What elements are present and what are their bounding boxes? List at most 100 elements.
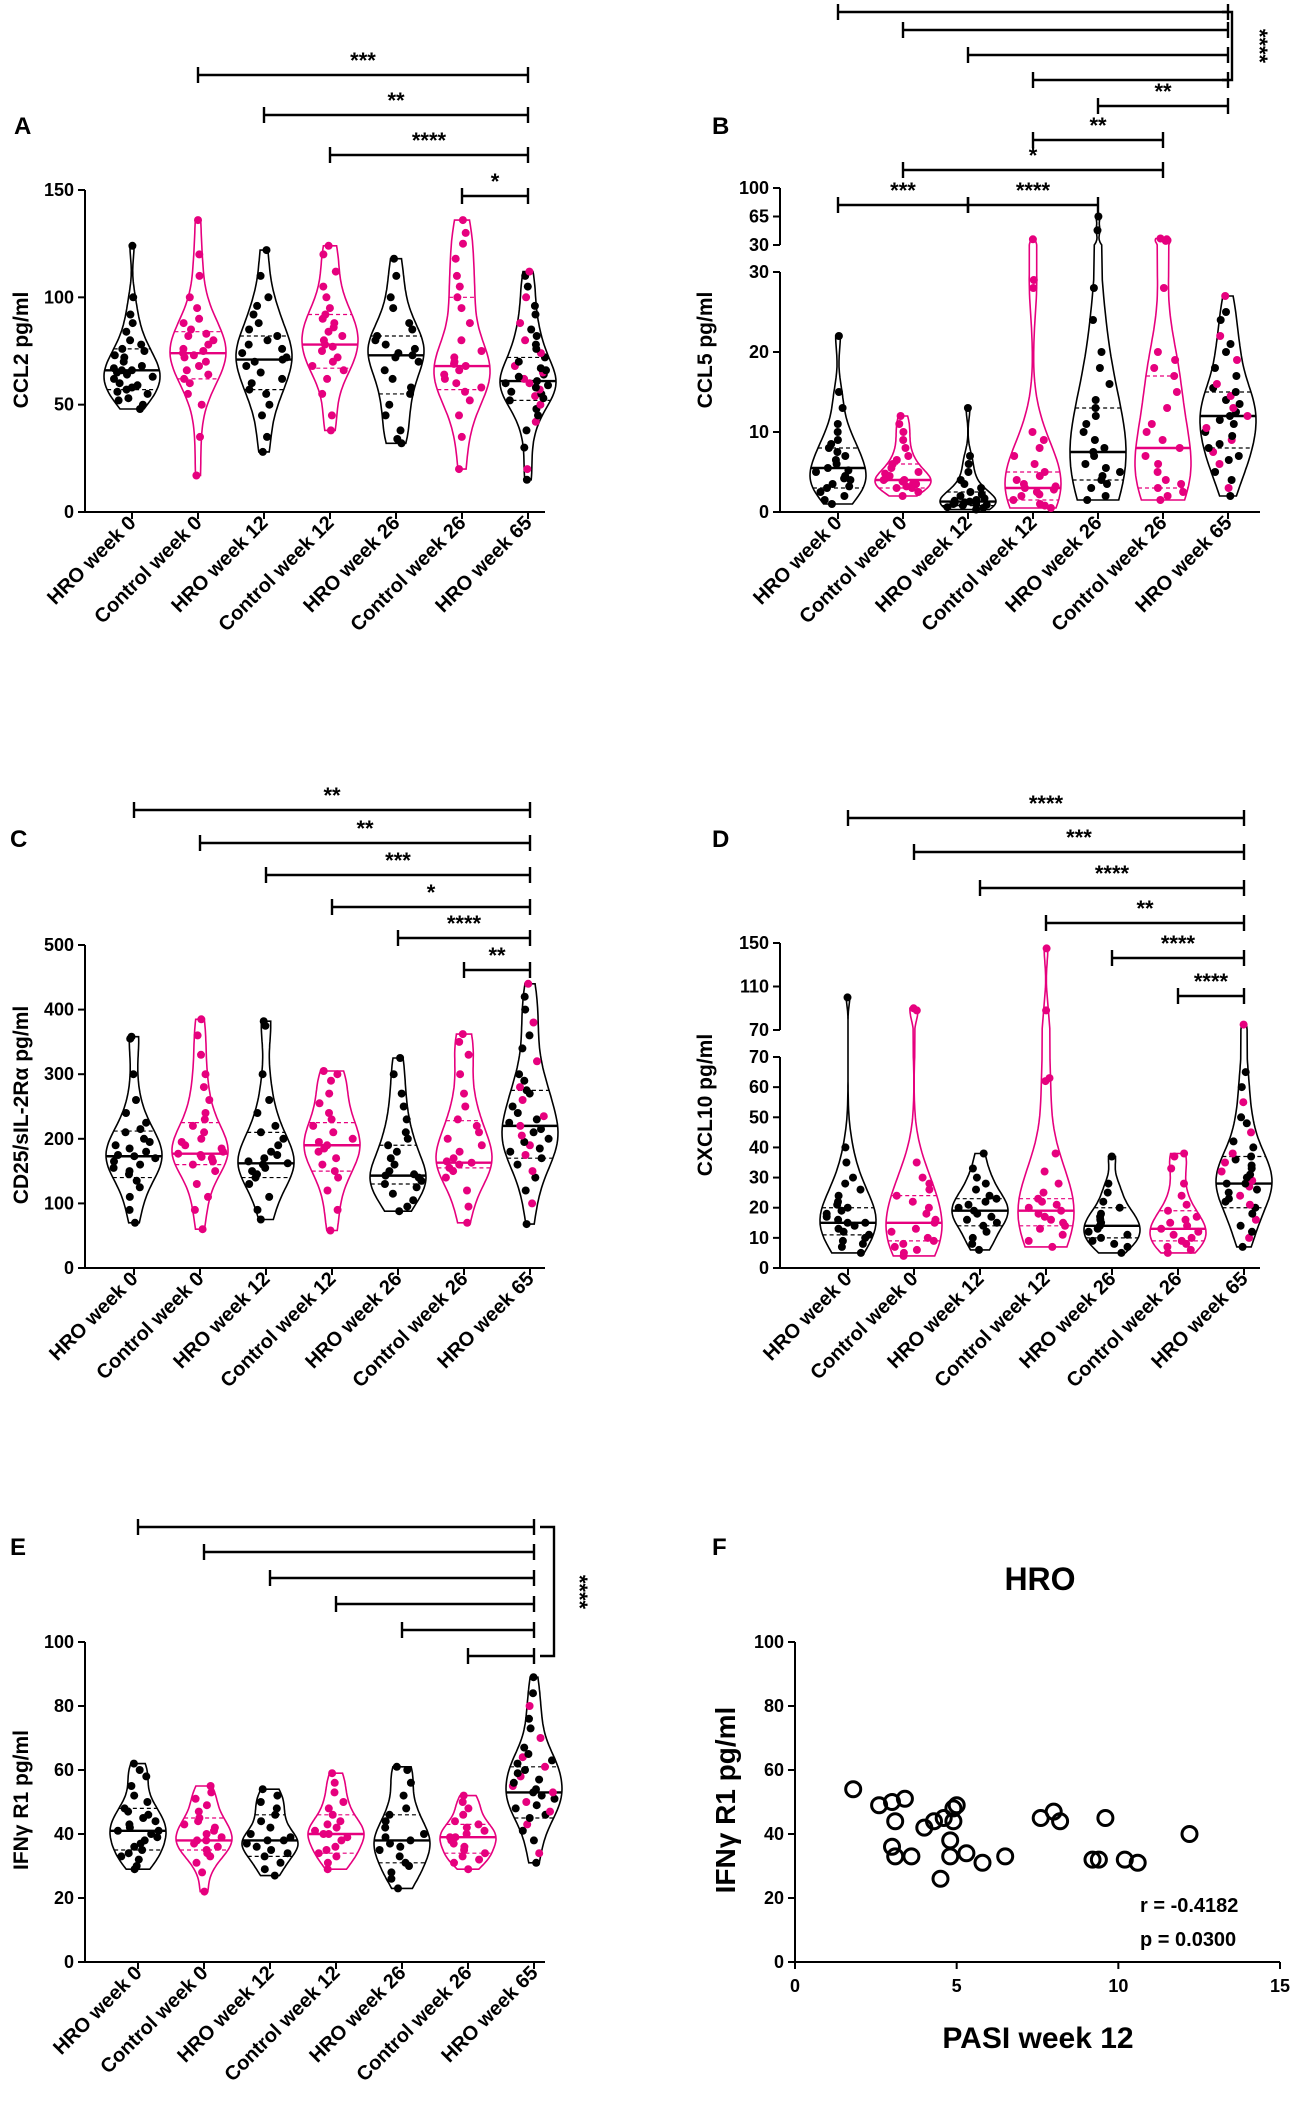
y-tick-label: 60 — [749, 1077, 769, 1097]
data-point — [452, 379, 461, 388]
data-point — [401, 1858, 410, 1867]
data-point — [115, 379, 124, 388]
data-point — [1054, 1179, 1063, 1188]
data-point — [193, 1031, 202, 1040]
data-point — [975, 1245, 983, 1254]
y-tick-label: 100 — [754, 1632, 784, 1652]
data-point — [386, 293, 395, 302]
data-point — [127, 1032, 136, 1041]
data-point — [242, 1839, 251, 1848]
comparison-bar: **** — [1110, 931, 1246, 966]
data-point — [267, 1147, 276, 1156]
data-point — [521, 336, 530, 345]
data-point — [381, 1833, 390, 1842]
data-point — [1248, 1209, 1257, 1218]
data-point — [544, 381, 552, 390]
data-point — [270, 1871, 279, 1880]
data-point — [515, 1070, 524, 1079]
data-point — [138, 1846, 147, 1854]
data-point — [536, 364, 545, 373]
y-tick-label: 20 — [54, 1888, 74, 1908]
y-axis-title: IFNγ R1 pg/ml — [710, 1707, 741, 1894]
data-point — [117, 366, 126, 375]
data-point — [461, 362, 470, 370]
data-point — [441, 1173, 450, 1182]
data-point — [505, 396, 514, 405]
data-point — [977, 484, 986, 492]
data-point — [309, 1121, 318, 1130]
data-point — [474, 1820, 483, 1829]
data-point — [1024, 1236, 1033, 1245]
data-point — [514, 357, 523, 366]
data-point — [827, 500, 836, 508]
data-point — [322, 293, 331, 302]
y-axis-title: CD25/sIL-2Rα pg/ml — [10, 1006, 33, 1204]
data-point — [1166, 1218, 1175, 1227]
data-point — [1179, 488, 1188, 496]
x-tick-label: 10 — [1108, 1976, 1128, 1996]
data-point — [833, 428, 842, 436]
data-point — [911, 1224, 920, 1233]
data-point — [1241, 1068, 1250, 1077]
data-point — [1216, 332, 1225, 340]
data-point — [834, 1197, 842, 1206]
data-point — [148, 372, 157, 381]
data-point — [1187, 1233, 1196, 1242]
data-point — [548, 1788, 557, 1797]
data-point — [124, 1849, 133, 1858]
data-point — [1239, 1098, 1248, 1107]
data-point — [834, 1215, 843, 1224]
data-point — [923, 1233, 932, 1242]
data-point — [249, 310, 258, 319]
data-point — [985, 1191, 994, 1200]
data-point — [177, 1138, 186, 1146]
data-point — [201, 357, 210, 366]
data-point — [197, 1050, 205, 1059]
data-point — [394, 1884, 402, 1893]
significance-label: **** — [1194, 969, 1229, 994]
data-point — [890, 1242, 899, 1251]
data-point — [278, 344, 287, 353]
data-point — [333, 1205, 342, 1214]
y-tick-label: 20 — [749, 1198, 769, 1218]
data-point — [1224, 484, 1233, 492]
data-point — [899, 436, 908, 444]
data-point — [1245, 1200, 1254, 1209]
data-point — [533, 377, 541, 386]
y-tick-label: 150 — [739, 933, 769, 953]
x-tick-label: 0 — [790, 1976, 800, 1996]
data-point — [331, 1842, 340, 1851]
y-tick-label: 150 — [44, 180, 74, 200]
data-point — [311, 1826, 319, 1835]
data-point — [262, 389, 271, 398]
violin-hro-week-12 — [235, 249, 293, 453]
data-point — [392, 271, 401, 280]
panel-label: F — [712, 1534, 727, 1561]
y-tick-label: 40 — [749, 1137, 769, 1157]
data-point — [541, 1762, 549, 1771]
data-point — [827, 440, 836, 448]
y-axis-title: CCL5 pg/ml — [694, 292, 717, 409]
comparison-bar: ** — [132, 783, 532, 818]
data-point — [403, 1202, 412, 1211]
comparison-bar: * — [330, 880, 532, 915]
data-point — [179, 344, 188, 353]
data-point — [964, 460, 973, 468]
data-point — [394, 349, 403, 358]
data-point — [856, 1248, 865, 1257]
data-point — [981, 1179, 990, 1188]
data-point — [523, 1820, 532, 1829]
data-point — [204, 370, 213, 379]
y-tick-label: 500 — [44, 935, 74, 955]
scatter-point — [883, 1837, 901, 1856]
y-tick-label: 65 — [749, 207, 769, 227]
data-point — [460, 1842, 469, 1851]
data-point — [459, 1810, 468, 1819]
data-point — [1232, 372, 1241, 380]
data-point — [453, 293, 462, 302]
data-point — [117, 1852, 126, 1861]
data-point — [323, 1820, 332, 1829]
data-point — [202, 1846, 211, 1854]
data-point — [194, 216, 202, 225]
scatter-point — [1089, 1850, 1108, 1869]
